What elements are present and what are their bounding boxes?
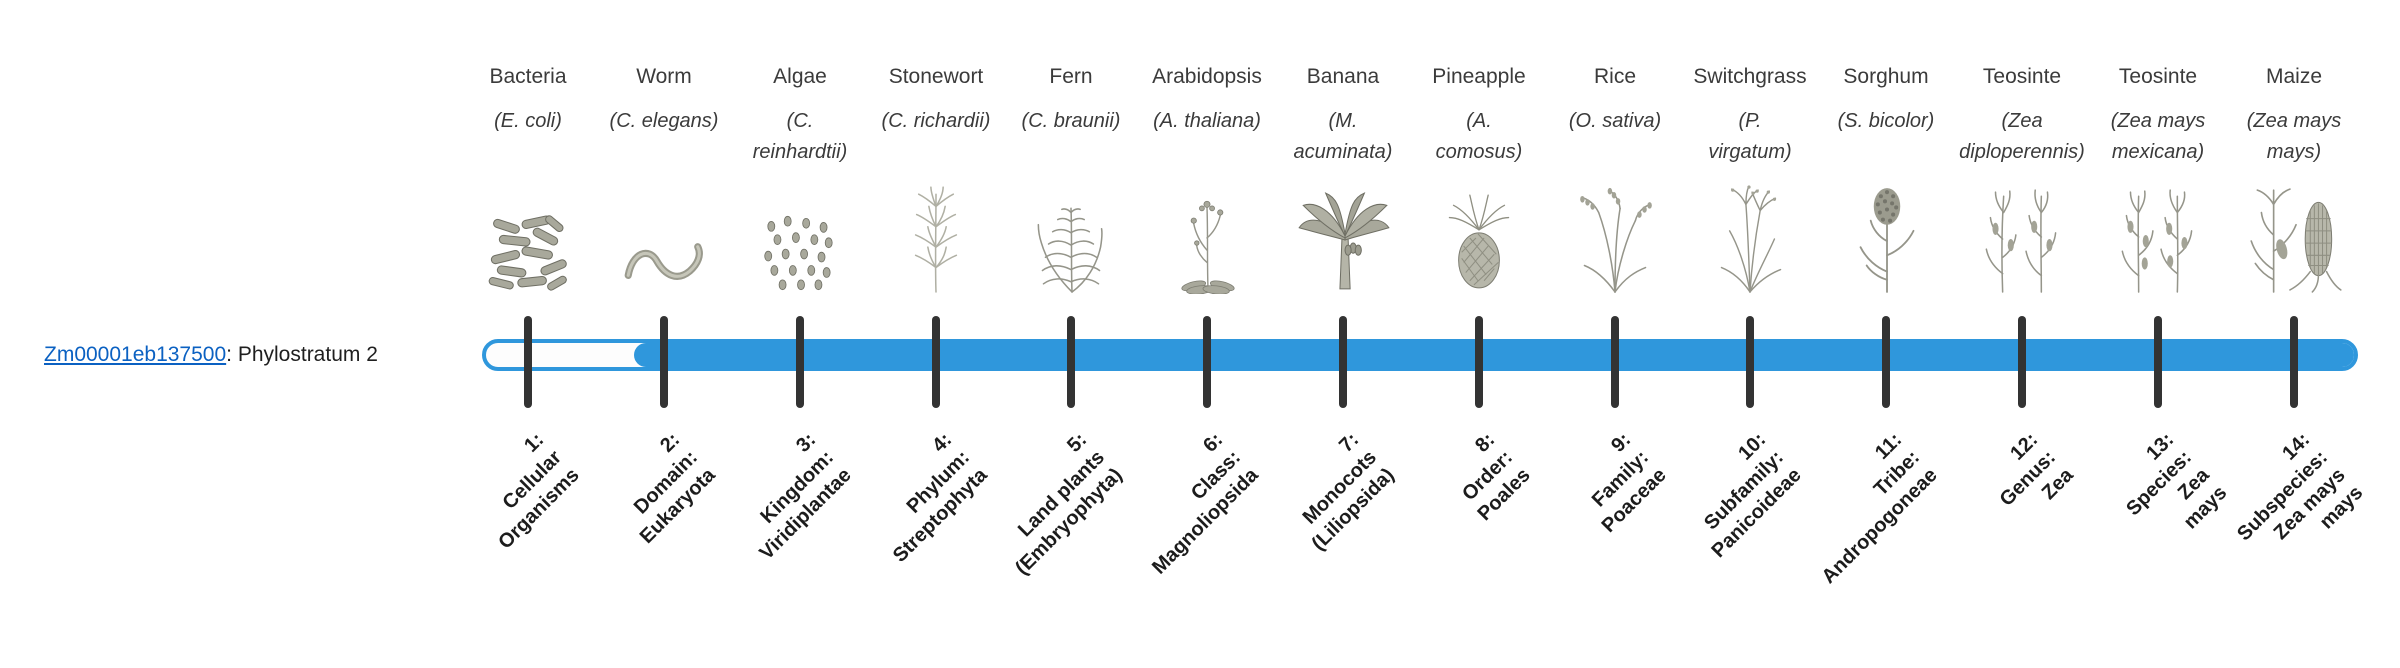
organism-column: Worm (C. elegans) bbox=[584, 64, 744, 294]
organism-scientific-name: (C. braunii) bbox=[1021, 110, 1121, 132]
organism-common-name: Arabidopsis bbox=[1152, 65, 1262, 88]
organism-common-name: Stonewort bbox=[888, 65, 984, 88]
organism-column: Teosinte (Zea diploperennis) bbox=[1942, 64, 2102, 294]
organism-common-name: Algae bbox=[773, 65, 827, 88]
organism-scientific-name: (C. reinhardtii) bbox=[752, 110, 848, 163]
banana-tree-icon bbox=[1263, 170, 1423, 294]
maize-icon bbox=[2214, 170, 2374, 294]
organism-common-name: Banana bbox=[1306, 65, 1380, 88]
organism-column: Fern (C. braunii) bbox=[991, 64, 1151, 294]
organism-common-name: Worm bbox=[636, 65, 692, 88]
phylostratum-bar-fill bbox=[634, 343, 2354, 367]
pineapple-icon bbox=[1399, 170, 1559, 294]
phylostratum-text: : Phylostratum 2 bbox=[226, 343, 378, 366]
organism-scientific-name: (E. coli) bbox=[494, 110, 562, 132]
phylostratum-tick bbox=[524, 316, 532, 408]
organism-scientific-name: (A. comosus) bbox=[1435, 110, 1523, 163]
organism-common-name: Teosinte bbox=[1982, 65, 2062, 88]
organism-column: Arabidopsis (A. thaliana) bbox=[1127, 64, 1287, 294]
organism-column: Pineapple (A. comosus) bbox=[1399, 64, 1559, 294]
fern-icon bbox=[991, 170, 1151, 294]
phylostratum-tick bbox=[2018, 316, 2026, 408]
phylostratum-tick bbox=[1203, 316, 1211, 408]
phylostratum-tick bbox=[796, 316, 804, 408]
gene-id-link[interactable]: Zm00001eb137500 bbox=[44, 343, 227, 366]
phylostratum-tick bbox=[1746, 316, 1754, 408]
phylostratum-bar bbox=[482, 339, 2358, 371]
phylostratum-tick bbox=[1339, 316, 1347, 408]
phylostratum-tick bbox=[1611, 316, 1619, 408]
organism-column: Stonewort (C. richardii) bbox=[856, 64, 1016, 294]
organism-scientific-name: (C. richardii) bbox=[881, 110, 991, 132]
worm-icon bbox=[584, 170, 744, 294]
organism-common-name: Bacteria bbox=[489, 65, 567, 88]
organism-scientific-name: (Zea mays mexicana) bbox=[2110, 110, 2206, 163]
organism-column: Maize (Zea mays mays) bbox=[2214, 64, 2374, 294]
phylostratum-tick bbox=[1067, 316, 1075, 408]
stonewort-icon bbox=[856, 170, 1016, 294]
phylostratum-tick bbox=[660, 316, 668, 408]
gene-label: Zm00001eb137500: Phylostratum 2 bbox=[44, 343, 378, 367]
phylostratum-tick bbox=[932, 316, 940, 408]
organism-column: Teosinte (Zea mays mexicana) bbox=[2078, 64, 2238, 294]
organism-common-name: Pineapple bbox=[1432, 65, 1526, 88]
organism-common-name: Teosinte bbox=[2118, 65, 2198, 88]
organism-column: Algae (C. reinhardtii) bbox=[720, 64, 880, 294]
organism-column: Switchgrass (P. virgatum) bbox=[1670, 64, 1830, 294]
organism-common-name: Sorghum bbox=[1843, 65, 1929, 88]
organism-column: Rice (O. sativa) bbox=[1535, 64, 1695, 294]
phylostratum-tick bbox=[1882, 316, 1890, 408]
phylostratum-tick bbox=[2290, 316, 2298, 408]
organism-scientific-name: (S. bicolor) bbox=[1837, 110, 1935, 132]
organism-common-name: Maize bbox=[2265, 65, 2323, 88]
phylostratigraphy-diagram: Zm00001eb137500: Phylostratum 2 Bacteria… bbox=[44, 64, 2374, 589]
organism-scientific-name: (A. thaliana) bbox=[1153, 110, 1261, 132]
organism-column: Banana (M. acuminata) bbox=[1263, 64, 1423, 294]
sorghum-icon bbox=[1806, 170, 1966, 294]
algae-icon bbox=[720, 170, 880, 294]
organism-scientific-name: (Zea mays mays) bbox=[2246, 110, 2342, 163]
phylostratum-tick bbox=[2154, 316, 2162, 408]
organism-common-name: Switchgrass bbox=[1693, 65, 1807, 88]
organism-column: Bacteria (E. coli) bbox=[448, 64, 608, 294]
organism-scientific-name: (M. acuminata) bbox=[1293, 110, 1393, 163]
teosinte-icon bbox=[1942, 170, 2102, 294]
organism-common-name: Rice bbox=[1593, 65, 1636, 88]
phylostratum-tick bbox=[1475, 316, 1483, 408]
bacteria-icon bbox=[448, 170, 608, 294]
switchgrass-icon bbox=[1670, 170, 1830, 294]
organism-scientific-name: (C. elegans) bbox=[609, 110, 719, 132]
organism-common-name: Fern bbox=[1049, 65, 1093, 88]
rice-plant-icon bbox=[1535, 170, 1695, 294]
organism-scientific-name: (O. sativa) bbox=[1568, 110, 1662, 132]
organism-column: Sorghum (S. bicolor) bbox=[1806, 64, 1966, 294]
teosinte-icon bbox=[2078, 170, 2238, 294]
organism-scientific-name: (Zea diploperennis) bbox=[1959, 110, 2085, 163]
arabidopsis-icon bbox=[1127, 170, 1287, 294]
organism-scientific-name: (P. virgatum) bbox=[1708, 110, 1792, 163]
